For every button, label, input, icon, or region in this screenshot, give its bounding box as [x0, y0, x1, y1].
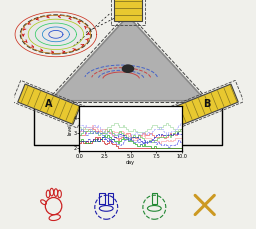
Polygon shape: [50, 16, 206, 101]
Ellipse shape: [122, 64, 134, 73]
Polygon shape: [176, 84, 238, 124]
Text: B: B: [203, 99, 211, 109]
X-axis label: day: day: [126, 160, 135, 165]
Polygon shape: [114, 0, 142, 21]
Polygon shape: [18, 84, 80, 124]
Text: A: A: [45, 99, 53, 109]
Ellipse shape: [20, 15, 91, 54]
Y-axis label: level: level: [67, 123, 72, 135]
